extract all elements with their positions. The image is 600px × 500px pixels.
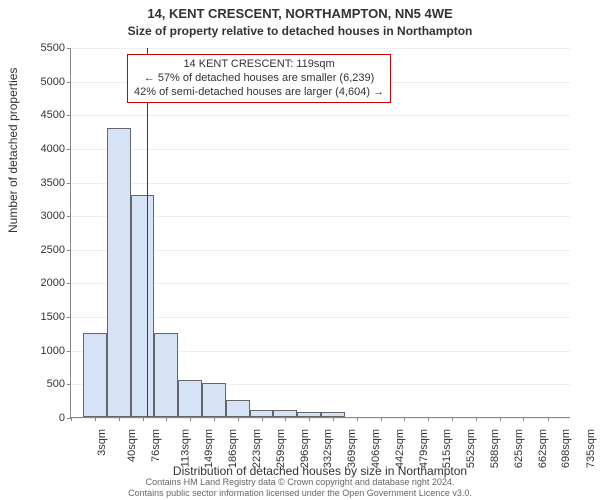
ytick-mark xyxy=(67,216,71,217)
ytick-label: 0 xyxy=(25,412,65,424)
ytick-label: 1000 xyxy=(25,345,65,357)
footer-line-2: Contains public sector information licen… xyxy=(0,488,600,498)
plot-area: 0500100015002000250030003500400045005000… xyxy=(70,48,570,418)
ytick-mark xyxy=(67,149,71,150)
ytick-mark xyxy=(67,183,71,184)
xtick-mark xyxy=(452,417,453,421)
ytick-label: 1500 xyxy=(25,311,65,323)
xtick-label: 332sqm xyxy=(322,429,334,468)
histogram-bar xyxy=(83,333,107,417)
ytick-mark xyxy=(67,250,71,251)
annotation-line: ← 57% of detached houses are smaller (6,… xyxy=(134,72,384,86)
xtick-label: 698sqm xyxy=(561,429,573,468)
footer-line-1: Contains HM Land Registry data © Crown c… xyxy=(0,477,600,487)
ytick-label: 2500 xyxy=(25,244,65,256)
xtick-label: 3sqm xyxy=(96,429,108,456)
chart-figure: 14, KENT CRESCENT, NORTHAMPTON, NN5 4WE … xyxy=(0,0,600,500)
xtick-mark xyxy=(143,417,144,421)
ytick-label: 2000 xyxy=(25,277,65,289)
xtick-label: 223sqm xyxy=(251,429,263,468)
xtick-label: 479sqm xyxy=(418,429,430,468)
chart-title: 14, KENT CRESCENT, NORTHAMPTON, NN5 4WE xyxy=(0,6,600,21)
xtick-label: 515sqm xyxy=(441,429,453,468)
xtick-mark xyxy=(428,417,429,421)
histogram-bar xyxy=(107,128,131,417)
ytick-mark xyxy=(67,115,71,116)
footer-attribution: Contains HM Land Registry data © Crown c… xyxy=(0,477,600,498)
xtick-mark xyxy=(404,417,405,421)
xtick-label: 406sqm xyxy=(371,429,383,468)
xtick-mark xyxy=(333,417,334,421)
xtick-mark xyxy=(262,417,263,421)
histogram-bar xyxy=(178,380,202,417)
ytick-label: 4000 xyxy=(25,143,65,155)
annotation-box: 14 KENT CRESCENT: 119sqm← 57% of detache… xyxy=(127,54,391,103)
y-axis-label: Number of detached properties xyxy=(6,68,20,233)
xtick-label: 259sqm xyxy=(275,429,287,468)
ytick-label: 3000 xyxy=(25,210,65,222)
xtick-label: 662sqm xyxy=(537,429,549,468)
xtick-label: 76sqm xyxy=(150,429,162,462)
xtick-mark xyxy=(71,417,72,421)
histogram-bar xyxy=(273,410,297,417)
xtick-mark xyxy=(381,417,382,421)
xtick-mark xyxy=(190,417,191,421)
ytick-label: 500 xyxy=(25,378,65,390)
ytick-mark xyxy=(67,384,71,385)
ytick-label: 5500 xyxy=(25,42,65,54)
chart-subtitle: Size of property relative to detached ho… xyxy=(0,24,600,38)
xtick-label: 369sqm xyxy=(346,429,358,468)
gridline-h xyxy=(71,418,570,419)
histogram-bar xyxy=(321,412,345,417)
histogram-bar xyxy=(250,410,274,417)
ytick-mark xyxy=(67,283,71,284)
xtick-mark xyxy=(309,417,310,421)
xtick-mark xyxy=(119,417,120,421)
xtick-mark xyxy=(523,417,524,421)
histogram-bar xyxy=(297,412,321,417)
xtick-label: 186sqm xyxy=(227,429,239,468)
histogram-bar xyxy=(154,333,178,417)
xtick-label: 113sqm xyxy=(179,429,191,467)
xtick-mark xyxy=(285,417,286,421)
ytick-mark xyxy=(67,82,71,83)
xtick-label: 149sqm xyxy=(203,429,215,468)
x-axis-label: Distribution of detached houses by size … xyxy=(70,464,570,478)
xtick-label: 40sqm xyxy=(126,429,138,462)
xtick-label: 296sqm xyxy=(299,429,311,468)
ytick-mark xyxy=(67,351,71,352)
xtick-label: 588sqm xyxy=(489,429,501,468)
xtick-mark xyxy=(95,417,96,421)
marker-line xyxy=(147,48,148,417)
ytick-label: 5000 xyxy=(25,76,65,88)
annotation-line: 14 KENT CRESCENT: 119sqm xyxy=(134,58,384,72)
ytick-mark xyxy=(67,48,71,49)
xtick-mark xyxy=(166,417,167,421)
histogram-bar xyxy=(131,195,155,417)
xtick-mark xyxy=(548,417,549,421)
xtick-mark xyxy=(357,417,358,421)
xtick-mark xyxy=(476,417,477,421)
histogram-bar xyxy=(202,383,226,417)
xtick-label: 735sqm xyxy=(585,429,597,468)
annotation-line: 42% of semi-detached houses are larger (… xyxy=(134,86,384,100)
xtick-label: 625sqm xyxy=(513,429,525,468)
histogram-bar xyxy=(226,400,250,417)
xtick-label: 552sqm xyxy=(466,429,478,468)
ytick-label: 4500 xyxy=(25,109,65,121)
ytick-mark xyxy=(67,317,71,318)
xtick-label: 442sqm xyxy=(394,429,406,468)
xtick-mark xyxy=(500,417,501,421)
xtick-mark xyxy=(214,417,215,421)
xtick-mark xyxy=(238,417,239,421)
ytick-label: 3500 xyxy=(25,177,65,189)
